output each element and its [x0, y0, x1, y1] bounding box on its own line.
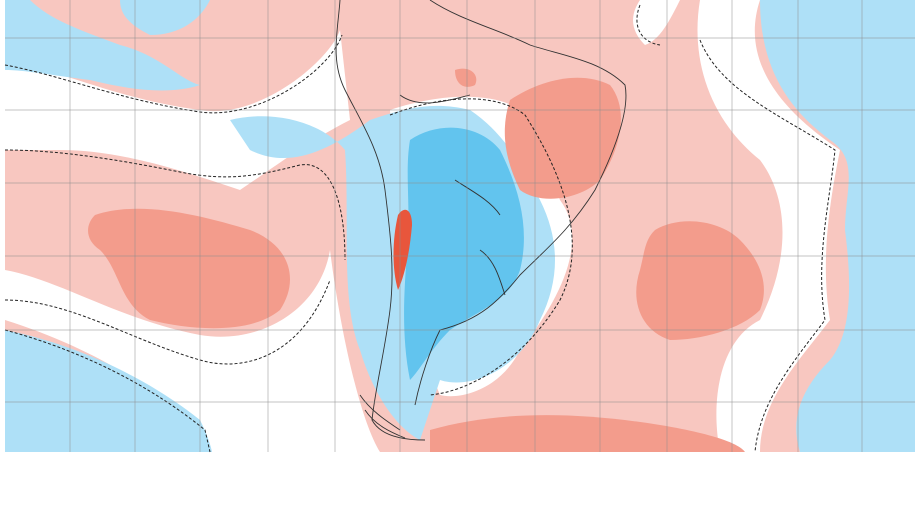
strong-warm [393, 209, 412, 290]
zero-contours [4, 4, 836, 453]
coastlines [335, 0, 627, 441]
strong-cool [404, 127, 524, 380]
map-panel [4, 0, 915, 453]
graticule [5, 0, 915, 452]
